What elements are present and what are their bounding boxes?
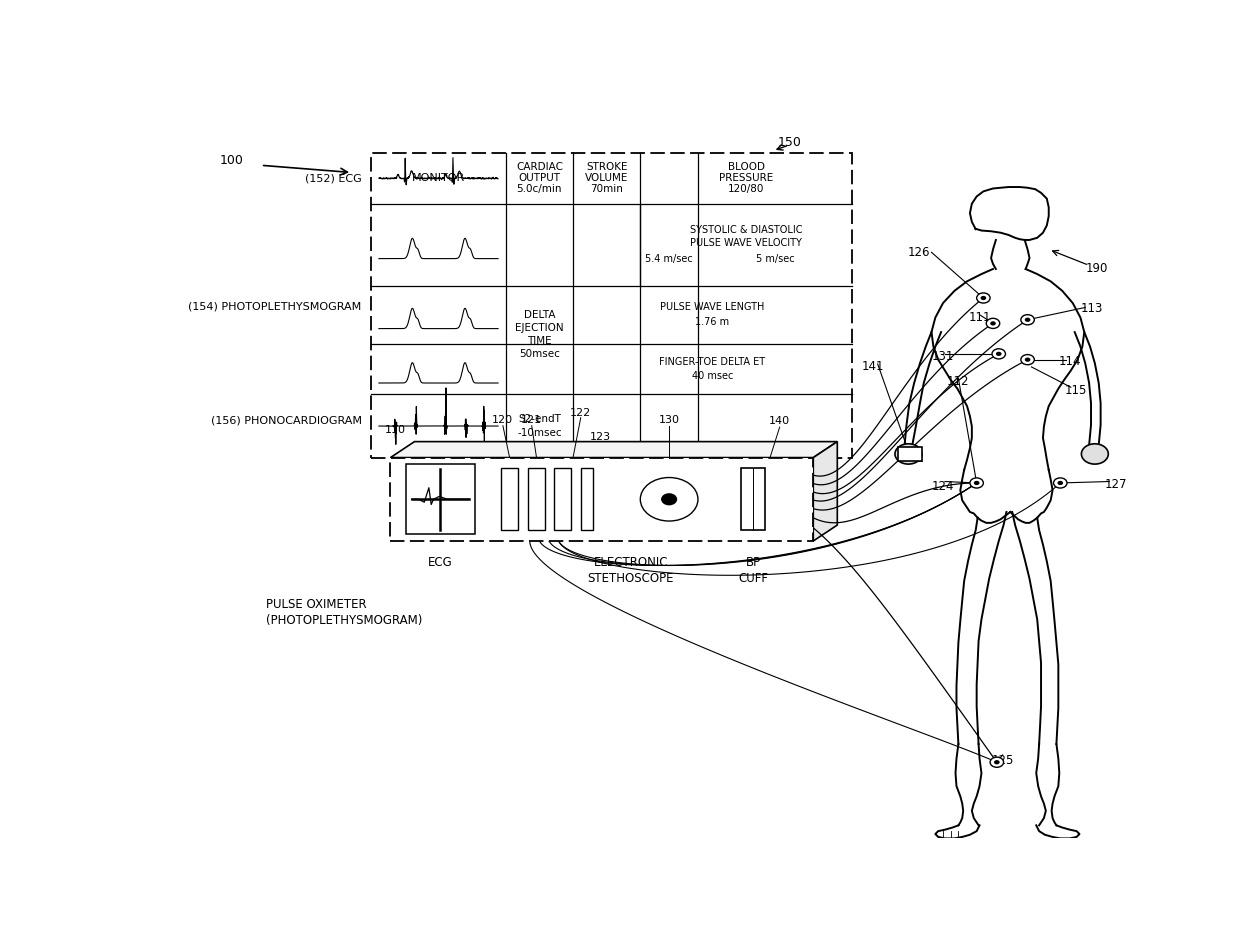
Text: 127: 127 <box>1105 478 1127 491</box>
Circle shape <box>981 296 986 300</box>
Bar <box>405 464 475 534</box>
Text: 70min: 70min <box>590 185 624 194</box>
Text: 120/80: 120/80 <box>728 185 764 194</box>
Text: PULSE WAVE VELOCITY: PULSE WAVE VELOCITY <box>691 237 802 248</box>
Circle shape <box>973 480 980 485</box>
Text: CUFF: CUFF <box>739 572 769 585</box>
Text: (156) PHONOCARDIOGRAM: (156) PHONOCARDIOGRAM <box>211 415 362 425</box>
Text: 123: 123 <box>589 432 610 442</box>
Text: VOLUME: VOLUME <box>585 173 629 184</box>
Circle shape <box>994 760 999 764</box>
Text: 141: 141 <box>862 361 884 373</box>
Bar <box>391 458 813 541</box>
Text: 190: 190 <box>1085 263 1109 275</box>
Text: STROKE: STROKE <box>587 162 627 172</box>
Circle shape <box>986 318 999 329</box>
Text: 111: 111 <box>968 311 991 324</box>
Text: 122: 122 <box>570 408 591 417</box>
Text: SYSTOLIC & DIASTOLIC: SYSTOLIC & DIASTOLIC <box>689 225 802 236</box>
Text: 130: 130 <box>658 414 680 425</box>
Circle shape <box>1021 315 1034 325</box>
Bar <box>371 153 852 458</box>
Circle shape <box>895 444 921 464</box>
Circle shape <box>996 351 1002 356</box>
Text: ECG: ECG <box>428 556 453 569</box>
Text: 1.76 m: 1.76 m <box>696 317 729 327</box>
Circle shape <box>992 349 1006 359</box>
Text: 110: 110 <box>384 425 405 435</box>
Bar <box>501 468 518 530</box>
Circle shape <box>1054 478 1066 488</box>
Text: PULSE WAVE LENGTH: PULSE WAVE LENGTH <box>660 302 765 313</box>
Text: 125: 125 <box>992 754 1014 767</box>
Circle shape <box>990 757 1003 768</box>
Bar <box>554 468 572 530</box>
Polygon shape <box>391 442 837 458</box>
Text: 114: 114 <box>1059 354 1081 367</box>
Circle shape <box>1081 444 1109 464</box>
Text: -10msec: -10msec <box>517 429 562 438</box>
Text: 126: 126 <box>908 246 930 259</box>
Text: ELECTRONIC: ELECTRONIC <box>594 556 668 569</box>
Text: 112: 112 <box>946 375 968 388</box>
Circle shape <box>661 494 677 505</box>
Bar <box>580 468 593 530</box>
Text: S2-endT: S2-endT <box>518 414 560 424</box>
Text: (152) ECG: (152) ECG <box>305 173 362 184</box>
Text: 120: 120 <box>492 414 513 425</box>
Text: 150: 150 <box>777 136 801 149</box>
Text: STETHOSCOPE: STETHOSCOPE <box>588 572 675 585</box>
Text: BLOOD: BLOOD <box>728 162 765 172</box>
Text: (PHOTOPLETHYSMOGRAM): (PHOTOPLETHYSMOGRAM) <box>265 614 422 627</box>
Bar <box>528 468 546 530</box>
Text: 131: 131 <box>931 349 955 363</box>
Text: EJECTION: EJECTION <box>515 323 564 333</box>
Circle shape <box>991 321 996 326</box>
Text: 121: 121 <box>521 414 542 425</box>
Text: MONITOR: MONITOR <box>412 173 465 184</box>
Bar <box>898 447 921 462</box>
Text: 100: 100 <box>219 154 244 167</box>
Text: 50msec: 50msec <box>520 349 559 359</box>
Text: (154) PHOTOPLETHYSMOGRAM: (154) PHOTOPLETHYSMOGRAM <box>188 301 362 312</box>
Polygon shape <box>813 442 837 541</box>
Text: OUTPUT: OUTPUT <box>518 173 560 184</box>
Text: 113: 113 <box>1081 302 1104 316</box>
Text: 140: 140 <box>769 416 790 427</box>
Circle shape <box>1058 480 1063 485</box>
Circle shape <box>1024 317 1030 322</box>
Text: CARDIAC: CARDIAC <box>516 162 563 172</box>
Text: PRESSURE: PRESSURE <box>719 173 774 184</box>
Circle shape <box>640 478 698 521</box>
Text: TIME: TIME <box>527 335 552 346</box>
Circle shape <box>970 478 983 488</box>
Text: 40 msec: 40 msec <box>692 371 733 382</box>
Text: FINGER-TOE DELTA ET: FINGER-TOE DELTA ET <box>660 357 765 366</box>
Text: PULSE OXIMETER: PULSE OXIMETER <box>265 598 366 611</box>
Circle shape <box>1024 358 1030 362</box>
Text: 5 m/sec: 5 m/sec <box>755 254 794 264</box>
Text: 5.0c/min: 5.0c/min <box>517 185 562 194</box>
Circle shape <box>1021 354 1034 365</box>
Bar <box>742 468 765 530</box>
Text: DELTA: DELTA <box>523 310 556 319</box>
Text: 5.4 m/sec: 5.4 m/sec <box>645 254 693 264</box>
Text: BP: BP <box>746 556 761 569</box>
Circle shape <box>977 293 990 303</box>
Text: 115: 115 <box>1064 383 1086 397</box>
Text: 124: 124 <box>931 480 955 493</box>
